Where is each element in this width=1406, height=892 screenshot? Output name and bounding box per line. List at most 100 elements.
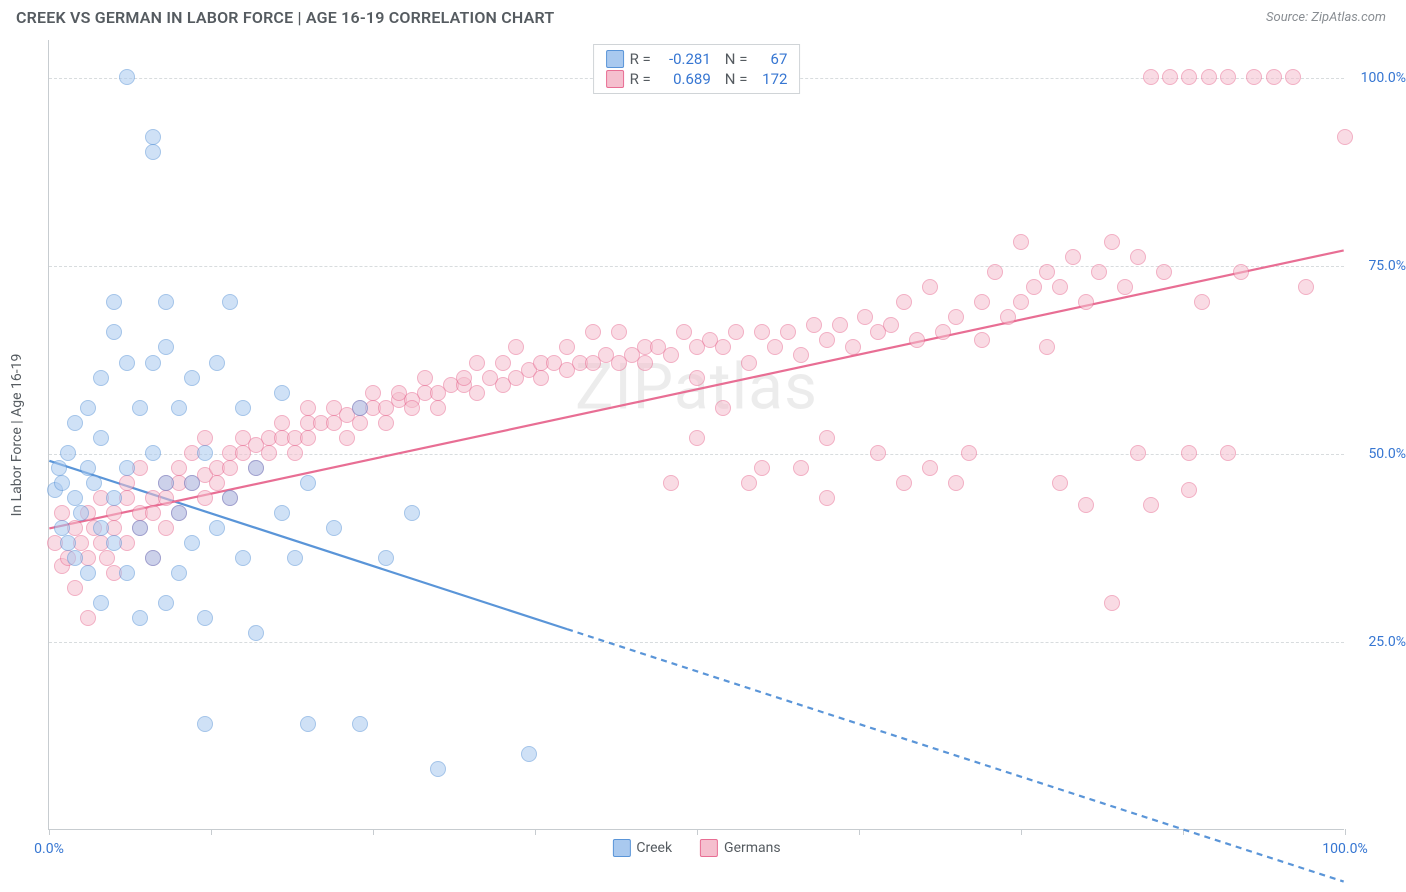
scatter-point-creek	[235, 400, 251, 416]
scatter-point-germans	[741, 355, 757, 371]
scatter-point-germans	[158, 490, 174, 506]
x-tick	[49, 829, 50, 835]
scatter-point-germans	[378, 415, 394, 431]
scatter-point-creek	[106, 535, 122, 551]
scatter-point-germans	[896, 294, 912, 310]
x-tick	[1345, 829, 1346, 835]
scatter-point-creek	[171, 505, 187, 521]
legend-swatch	[612, 839, 630, 857]
scatter-point-creek	[51, 460, 67, 476]
scatter-point-germans	[948, 309, 964, 325]
scatter-point-creek	[300, 716, 316, 732]
scatter-point-creek	[67, 415, 83, 431]
scatter-point-germans	[1298, 279, 1314, 295]
scatter-point-germans	[883, 317, 899, 333]
scatter-point-germans	[404, 400, 420, 416]
scatter-point-creek	[248, 625, 264, 641]
scatter-point-germans	[1194, 294, 1210, 310]
scatter-point-creek	[326, 520, 342, 536]
scatter-point-germans	[819, 430, 835, 446]
scatter-point-germans	[611, 324, 627, 340]
scatter-point-germans	[1104, 595, 1120, 611]
legend-item: Creek	[612, 839, 672, 857]
scatter-point-germans	[261, 445, 277, 461]
scatter-point-creek	[158, 339, 174, 355]
legend-row-germans: R = 0.689 N = 172	[606, 69, 788, 89]
scatter-point-germans	[1285, 69, 1301, 85]
scatter-point-creek	[145, 144, 161, 160]
scatter-point-creek	[184, 370, 200, 386]
scatter-point-creek	[274, 505, 290, 521]
scatter-point-germans	[99, 550, 115, 566]
scatter-point-germans	[896, 475, 912, 491]
scatter-point-creek	[145, 355, 161, 371]
scatter-point-creek	[54, 475, 70, 491]
scatter-point-germans	[1162, 69, 1178, 85]
scatter-point-germans	[676, 324, 692, 340]
scatter-point-germans	[1181, 482, 1197, 498]
series-legend: CreekGermans	[612, 839, 780, 857]
scatter-point-germans	[469, 355, 485, 371]
scatter-point-germans	[741, 475, 757, 491]
scatter-point-creek	[80, 400, 96, 416]
scatter-point-germans	[197, 490, 213, 506]
scatter-point-creek	[184, 535, 200, 551]
scatter-point-germans	[948, 475, 964, 491]
scatter-point-germans	[922, 279, 938, 295]
scatter-point-germans	[857, 309, 873, 325]
scatter-point-germans	[430, 400, 446, 416]
scatter-point-creek	[132, 520, 148, 536]
scatter-point-germans	[365, 385, 381, 401]
scatter-point-germans	[1078, 497, 1094, 513]
scatter-point-germans	[495, 355, 511, 371]
scatter-point-germans	[54, 505, 70, 521]
x-tick	[1021, 829, 1022, 835]
scatter-point-germans	[1052, 475, 1068, 491]
scatter-point-creek	[60, 535, 76, 551]
creek-r-value: -0.281	[657, 50, 711, 68]
legend-row-creek: R = -0.281 N = 67	[606, 49, 788, 69]
scatter-point-creek	[222, 490, 238, 506]
scatter-point-germans	[171, 460, 187, 476]
scatter-point-germans	[689, 430, 705, 446]
scatter-point-germans	[793, 347, 809, 363]
scatter-point-germans	[845, 339, 861, 355]
scatter-point-germans	[106, 505, 122, 521]
scatter-point-germans	[961, 445, 977, 461]
x-tick	[697, 829, 698, 835]
scatter-point-germans	[1181, 445, 1197, 461]
scatter-point-creek	[93, 370, 109, 386]
scatter-point-germans	[754, 324, 770, 340]
scatter-point-creek	[67, 490, 83, 506]
scatter-point-germans	[300, 430, 316, 446]
scatter-point-creek	[430, 761, 446, 777]
scatter-point-creek	[197, 445, 213, 461]
scatter-point-germans	[767, 339, 783, 355]
scatter-point-germans	[1220, 69, 1236, 85]
chart-title: CREEK VS GERMAN IN LABOR FORCE | AGE 16-…	[16, 8, 554, 27]
y-tick-label: 100.0%	[1361, 70, 1406, 86]
scatter-point-germans	[585, 324, 601, 340]
scatter-point-germans	[780, 324, 796, 340]
x-tick	[1183, 829, 1184, 835]
legend-label: Creek	[636, 840, 672, 856]
scatter-point-germans	[1130, 249, 1146, 265]
legend-swatch-germans	[606, 70, 624, 88]
scatter-point-creek	[158, 595, 174, 611]
legend-swatch-creek	[606, 50, 624, 68]
scatter-point-creek	[93, 520, 109, 536]
scatter-point-germans	[819, 332, 835, 348]
scatter-point-germans	[1143, 69, 1159, 85]
scatter-point-creek	[73, 505, 89, 521]
scatter-point-creek	[119, 69, 135, 85]
scatter-point-germans	[1181, 69, 1197, 85]
scatter-point-creek	[158, 475, 174, 491]
scatter-point-germans	[974, 332, 990, 348]
regression-line	[49, 250, 1343, 528]
scatter-point-germans	[209, 475, 225, 491]
scatter-point-creek	[132, 610, 148, 626]
scatter-point-creek	[145, 550, 161, 566]
scatter-point-creek	[209, 520, 225, 536]
scatter-point-creek	[60, 445, 76, 461]
scatter-point-creek	[54, 520, 70, 536]
